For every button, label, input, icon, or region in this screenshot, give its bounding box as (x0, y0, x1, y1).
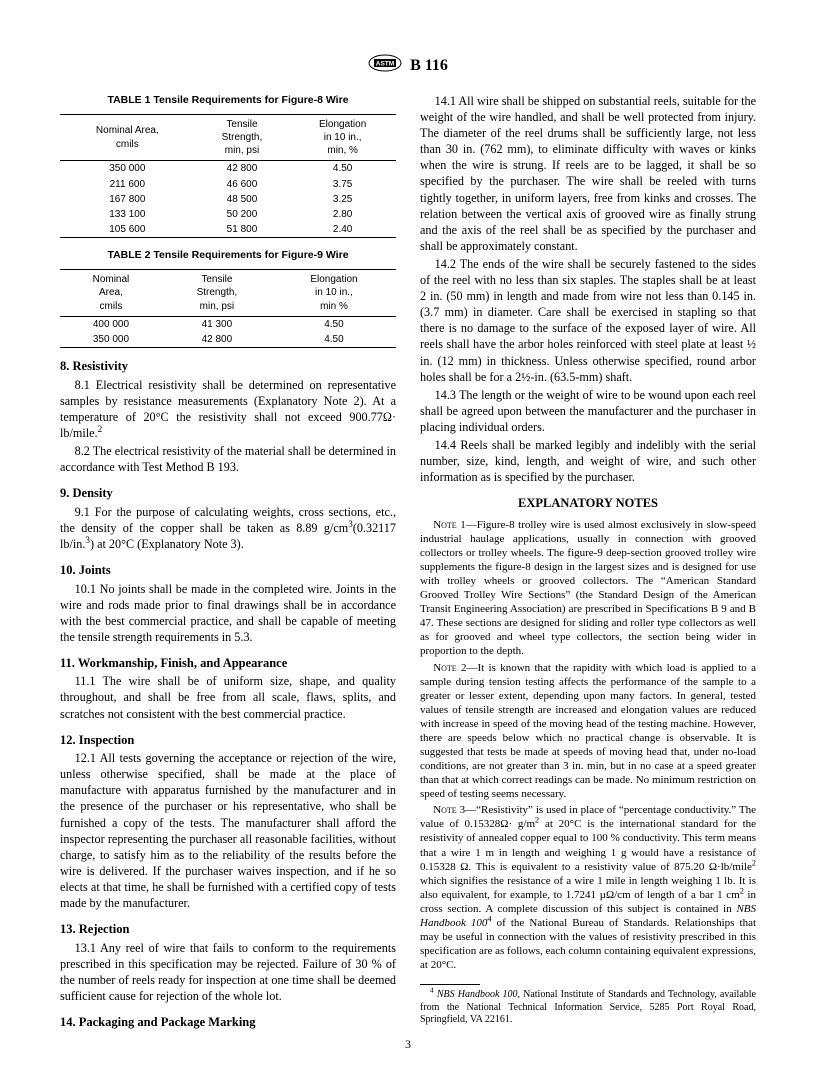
para-14-1: 14.1 All wire shall be shipped on substa… (420, 93, 756, 254)
section-14-head: 14. Packaging and Package Marking (60, 1014, 396, 1031)
table-2-col-1: TensileStrength,min, psi (162, 270, 272, 317)
section-13-head: 13. Rejection (60, 921, 396, 938)
table-row: 105 60051 8002.40 (60, 222, 396, 238)
explanatory-notes-head: EXPLANATORY NOTES (420, 495, 756, 512)
page-header: ASTM B 116 (60, 54, 756, 77)
note-2: Note 2—It is known that the rapidity wit… (420, 661, 756, 802)
table-1: TABLE 1 Tensile Requirements for Figure-… (60, 93, 396, 238)
spec-number: B 116 (410, 57, 448, 75)
section-11-head: 11. Workmanship, Finish, and Appearance (60, 655, 396, 672)
page-number: 3 (0, 1037, 816, 1052)
para-9-1: 9.1 For the purpose of calculating weigh… (60, 504, 396, 552)
note-1: Note 1—Figure-8 trolley wire is used alm… (420, 518, 756, 659)
table-row: 167 80048 5003.25 (60, 192, 396, 207)
table-2-col-2: Elongationin 10 in.,min % (272, 270, 396, 317)
table-row: 133 10050 2002.80 (60, 207, 396, 222)
para-11-1: 11.1 The wire shall be of uniform size, … (60, 673, 396, 721)
section-10-head: 10. Joints (60, 562, 396, 579)
table-row: 400 00041 3004.50 (60, 316, 396, 332)
footnote-4: 4 NBS Handbook 100, National Institute o… (420, 989, 756, 1027)
table-2-caption: TABLE 2 Tensile Requirements for Figure-… (60, 248, 396, 269)
para-8-1: 8.1 Electrical resistivity shall be dete… (60, 377, 396, 441)
table-2: TABLE 2 Tensile Requirements for Figure-… (60, 248, 396, 348)
section-8-head: 8. Resistivity (60, 358, 396, 375)
table-1-col-1: TensileStrength,min, psi (195, 114, 290, 161)
para-14-4: 14.4 Reels shall be marked legibly and i… (420, 437, 756, 485)
table-1-col-2: Elongationin 10 in.,min, % (289, 114, 396, 161)
section-12-head: 12. Inspection (60, 732, 396, 749)
para-12-1: 12.1 All tests governing the acceptance … (60, 750, 396, 911)
table-row: 211 60046 6003.75 (60, 177, 396, 192)
table-row: 350 00042 8004.50 (60, 161, 396, 177)
note-3: Note 3—“Resistivity” is used in place of… (420, 803, 756, 972)
table-2-col-0: NominalArea,cmils (60, 270, 162, 317)
footnote-separator (420, 984, 480, 985)
para-10-1: 10.1 No joints shall be made in the comp… (60, 581, 396, 645)
para-14-2: 14.2 The ends of the wire shall be secur… (420, 256, 756, 385)
table-1-caption: TABLE 1 Tensile Requirements for Figure-… (60, 93, 396, 114)
astm-logo-icon: ASTM (368, 54, 402, 77)
section-9-head: 9. Density (60, 485, 396, 502)
svg-text:ASTM: ASTM (376, 61, 394, 68)
para-14-3: 14.3 The length or the weight of wire to… (420, 387, 756, 435)
para-8-2: 8.2 The electrical resistivity of the ma… (60, 443, 396, 475)
table-row: 350 00042 8004.50 (60, 332, 396, 348)
para-13-1: 13.1 Any reel of wire that fails to conf… (60, 940, 396, 1004)
table-1-col-0: Nominal Area,cmils (60, 114, 195, 161)
